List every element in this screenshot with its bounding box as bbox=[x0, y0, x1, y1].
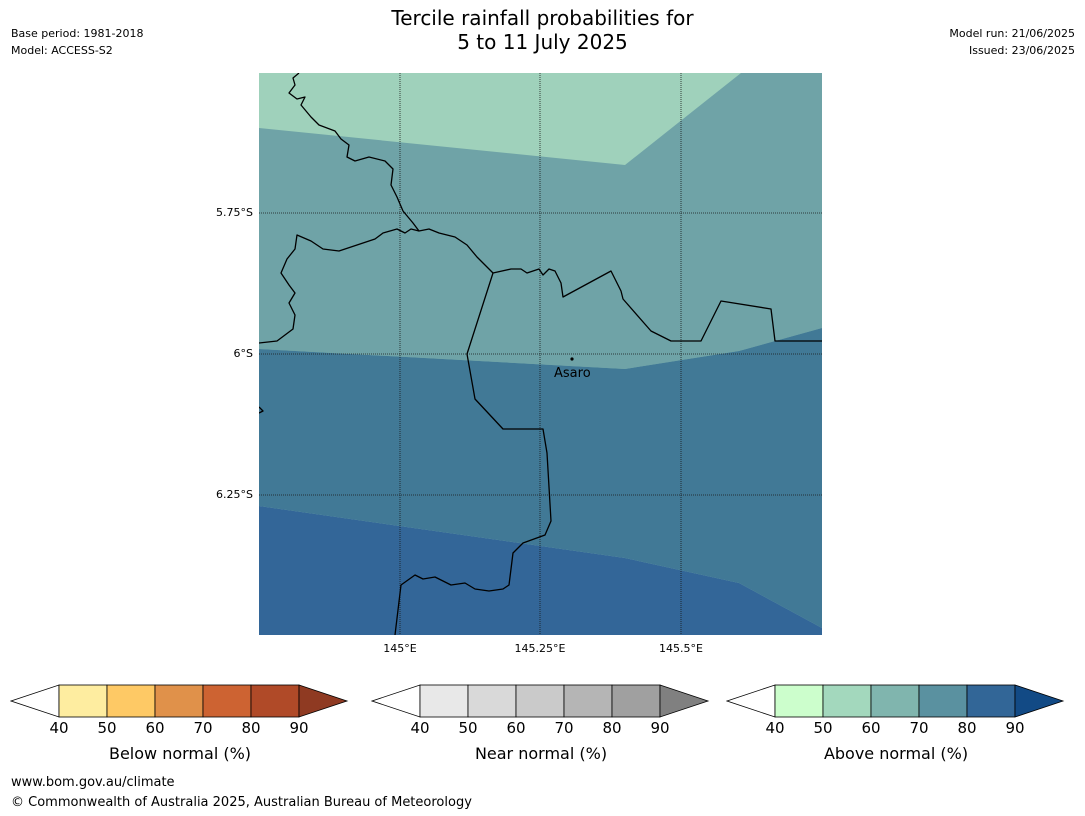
colorbar-segment bbox=[250, 684, 300, 718]
colorbar-tick: 80 bbox=[241, 719, 261, 737]
zone-fill bbox=[259, 506, 822, 635]
colorbar-segment bbox=[563, 684, 613, 718]
colorbar-tick: 50 bbox=[813, 719, 833, 737]
boundary-central bbox=[492, 268, 822, 342]
base-period: Base period: 1981-2018 bbox=[11, 27, 144, 40]
colorbar-tick: 50 bbox=[458, 719, 478, 737]
boundary-west-loop bbox=[259, 228, 420, 344]
graticule bbox=[259, 73, 822, 635]
boundary-south bbox=[394, 272, 552, 635]
town-marker[interactable] bbox=[570, 357, 574, 361]
legend-below-normal: 40 50 60 70 80 90 Below normal (%) bbox=[9, 684, 350, 764]
colorbar-tick: 40 bbox=[49, 719, 69, 737]
colorbar-segment bbox=[822, 684, 872, 718]
lat-label: 6.25°S bbox=[216, 488, 253, 501]
colorbar-above-normal bbox=[725, 684, 1065, 718]
colorbar-tick: 90 bbox=[650, 719, 670, 737]
colorbar-segment bbox=[106, 684, 156, 718]
lon-label: 145.5°E bbox=[659, 642, 703, 655]
town-label: Asaro bbox=[554, 366, 591, 381]
colorbar-segment bbox=[918, 684, 968, 718]
colorbar-below-normal bbox=[9, 684, 349, 718]
colorbar-tick: 40 bbox=[410, 719, 430, 737]
colorbar-tick: 60 bbox=[145, 719, 165, 737]
model-run: Model run: 21/06/2025 bbox=[949, 27, 1075, 40]
colorbar-tick: 70 bbox=[193, 719, 213, 737]
footer-copyright: © Commonwealth of Australia 2025, Austra… bbox=[11, 795, 472, 810]
page-title: Tercile rainfall probabilities for 5 to … bbox=[0, 6, 1085, 54]
lat-label: 5.75°S bbox=[216, 206, 253, 219]
colorbar-segment bbox=[966, 684, 1016, 718]
lat-label: 6°S bbox=[233, 347, 253, 360]
colorbar-tick: 90 bbox=[1005, 719, 1025, 737]
colorbar-label: Near normal (%) bbox=[474, 744, 608, 763]
colorbar-segment bbox=[58, 684, 108, 718]
colorbar-label: Above normal (%) bbox=[823, 744, 969, 763]
colorbar-low-extension bbox=[370, 684, 421, 718]
colorbar-tick: 70 bbox=[909, 719, 929, 737]
colorbar-high-extension bbox=[1014, 684, 1065, 718]
colorbar-low-extension bbox=[9, 684, 60, 718]
title-line-1: Tercile rainfall probabilities for bbox=[391, 6, 694, 30]
colorbar-near-normal bbox=[370, 684, 710, 718]
colorbar-low-extension bbox=[725, 684, 776, 718]
lon-label: 145.25°E bbox=[514, 642, 566, 655]
legend-near-normal: 40 50 60 70 80 90 Near normal (%) bbox=[370, 684, 711, 764]
colorbar-segment bbox=[202, 684, 252, 718]
colorbar-segment bbox=[154, 684, 204, 718]
province-boundaries bbox=[259, 73, 822, 635]
lon-label: 145°E bbox=[383, 642, 417, 655]
colorbar-segment bbox=[515, 684, 565, 718]
forecast-map[interactable]: Asaro bbox=[259, 73, 822, 635]
boundary-edge-fragment bbox=[259, 406, 264, 414]
colorbar-label: Below normal (%) bbox=[108, 744, 252, 763]
colorbar-tick: 60 bbox=[861, 719, 881, 737]
colorbar-tick: 70 bbox=[554, 719, 574, 737]
colorbar-tick: 90 bbox=[289, 719, 309, 737]
boundary-west bbox=[288, 73, 494, 274]
colorbar-tick: 60 bbox=[506, 719, 526, 737]
colorbar-high-extension bbox=[659, 684, 710, 718]
colorbar-segment bbox=[611, 684, 661, 718]
colorbar-tick: 40 bbox=[765, 719, 785, 737]
colorbar-segment bbox=[467, 684, 517, 718]
footer-url[interactable]: www.bom.gov.au/climate bbox=[11, 775, 175, 790]
colorbar-tick: 80 bbox=[602, 719, 622, 737]
legend-above-normal: 40 50 60 70 80 90 Above normal (%) bbox=[725, 684, 1066, 764]
colorbar-high-extension bbox=[298, 684, 349, 718]
title-line-2: 5 to 11 July 2025 bbox=[457, 30, 628, 54]
colorbar-tick: 80 bbox=[957, 719, 977, 737]
colorbar-tick: 50 bbox=[97, 719, 117, 737]
issued-date: Issued: 23/06/2025 bbox=[968, 44, 1075, 57]
model-name: Model: ACCESS-S2 bbox=[11, 44, 113, 57]
colorbar-segment bbox=[774, 684, 824, 718]
colorbar-segment bbox=[870, 684, 920, 718]
colorbar-segment bbox=[419, 684, 469, 718]
